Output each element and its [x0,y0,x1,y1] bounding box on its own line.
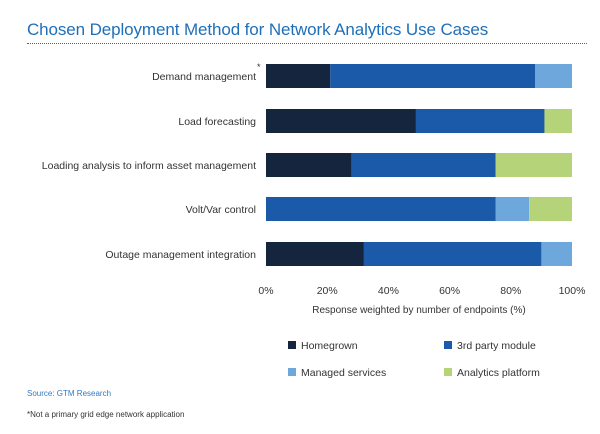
bar-segment-5-1 [266,242,364,266]
bar-segment-2-2 [415,109,545,133]
category-marker-1: * [257,62,261,72]
legend-label-1: Homegrown [301,340,358,352]
x-tick-label-3: 40% [378,285,399,297]
legend-swatch-4 [444,368,452,376]
chart-title: Chosen Deployment Method for Network Ana… [27,20,489,39]
category-label-5: Outage management integration [105,249,256,261]
category-labels: Demand management* Load forecasting Loadin… [42,62,261,261]
bar-segment-5-3 [541,242,572,266]
category-label-2: Load forecasting [178,116,256,128]
legend-swatch-2 [444,341,452,349]
bar-segment-4-2 [266,197,496,221]
x-tick-label-2: 20% [317,285,338,297]
x-tick-labels: 0% 20% 40% 60% 80% 100% [258,285,585,297]
bar-segment-2-1 [266,109,416,133]
x-axis-label: Response weighted by number of endpoints… [312,305,525,316]
bar-segment-1-1 [266,64,331,88]
x-tick-label-5: 80% [500,285,521,297]
title-divider [27,43,587,44]
legend-swatch-1 [288,341,296,349]
bar-segment-5-2 [363,242,542,266]
bar-segment-1-2 [330,64,536,88]
bar-segment-1-3 [535,64,572,88]
source-note: Source: GTM Research [27,389,112,398]
bars-layer [266,64,572,266]
bar-segment-4-3 [495,197,530,221]
category-label-4: Volt/Var control [186,204,256,216]
legend-label-3: Managed services [301,367,386,379]
bar-segment-3-4 [495,153,572,177]
bar-segment-3-1 [266,153,352,177]
legend: Homegrown 3rd party module Managed service… [288,340,540,379]
x-tick-label-1: 0% [258,285,273,297]
category-label-3: Loading analysis to inform asset managem… [42,160,256,172]
x-tick-label-4: 60% [439,285,460,297]
legend-label-4: Analytics platform [457,367,540,379]
category-label-1: Demand management [152,71,256,83]
x-tick-label-6: 100% [559,285,586,297]
legend-swatch-3 [288,368,296,376]
legend-label-2: 3rd party module [457,340,536,352]
bar-segment-4-4 [529,197,572,221]
bar-segment-3-2 [351,153,496,177]
footnote: *Not a primary grid edge network applica… [27,410,185,419]
bar-segment-2-4 [544,109,572,133]
